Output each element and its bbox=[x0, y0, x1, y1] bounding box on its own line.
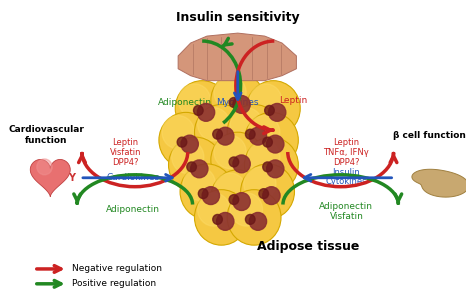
Circle shape bbox=[241, 164, 294, 220]
Circle shape bbox=[249, 127, 266, 145]
Circle shape bbox=[177, 137, 187, 147]
Circle shape bbox=[197, 103, 215, 121]
Circle shape bbox=[229, 157, 239, 167]
Circle shape bbox=[37, 159, 52, 175]
Circle shape bbox=[191, 160, 208, 178]
Text: Adiponectin: Adiponectin bbox=[319, 203, 374, 212]
Circle shape bbox=[230, 193, 263, 226]
Circle shape bbox=[187, 162, 196, 172]
Text: DPP4?: DPP4? bbox=[112, 158, 138, 167]
Circle shape bbox=[217, 127, 234, 145]
Circle shape bbox=[233, 155, 250, 173]
Text: Adipose tissue: Adipose tissue bbox=[257, 240, 359, 253]
Circle shape bbox=[245, 112, 298, 168]
Circle shape bbox=[227, 104, 281, 160]
Circle shape bbox=[245, 137, 298, 193]
Circle shape bbox=[198, 189, 208, 199]
Text: Insulin: Insulin bbox=[333, 168, 360, 177]
Circle shape bbox=[246, 215, 255, 224]
Text: Positive regulation: Positive regulation bbox=[73, 279, 156, 288]
Circle shape bbox=[178, 84, 210, 117]
Text: Insulin sensitivity: Insulin sensitivity bbox=[176, 11, 300, 24]
Circle shape bbox=[162, 115, 194, 149]
Circle shape bbox=[194, 104, 248, 160]
Circle shape bbox=[249, 84, 282, 117]
Text: Cardiovascular
function: Cardiovascular function bbox=[9, 125, 84, 145]
Circle shape bbox=[214, 173, 246, 206]
Text: Cardiokines: Cardiokines bbox=[106, 173, 160, 182]
Text: Negative regulation: Negative regulation bbox=[73, 264, 163, 274]
Text: TNFα, IFNγ: TNFα, IFNγ bbox=[324, 148, 369, 157]
Circle shape bbox=[193, 105, 203, 115]
Text: Leptin: Leptin bbox=[112, 138, 138, 147]
Circle shape bbox=[264, 105, 274, 115]
Circle shape bbox=[175, 81, 229, 136]
Circle shape bbox=[229, 195, 239, 204]
Circle shape bbox=[229, 98, 239, 107]
Circle shape bbox=[227, 190, 281, 245]
Polygon shape bbox=[178, 33, 296, 81]
Polygon shape bbox=[30, 159, 70, 197]
Circle shape bbox=[159, 112, 213, 168]
Text: Y: Y bbox=[68, 173, 75, 183]
Text: DPP4?: DPP4? bbox=[333, 158, 360, 167]
Text: Cytokines: Cytokines bbox=[326, 177, 367, 186]
Text: Visfatin: Visfatin bbox=[109, 148, 141, 157]
Circle shape bbox=[198, 193, 230, 226]
Text: Adiponectin: Adiponectin bbox=[106, 205, 160, 214]
Circle shape bbox=[183, 167, 216, 200]
Circle shape bbox=[211, 73, 264, 128]
Polygon shape bbox=[412, 169, 469, 197]
Circle shape bbox=[214, 135, 246, 169]
Circle shape bbox=[194, 190, 248, 245]
Circle shape bbox=[211, 170, 264, 225]
Circle shape bbox=[198, 108, 230, 141]
Text: Myokines: Myokines bbox=[217, 98, 259, 107]
Circle shape bbox=[266, 160, 284, 178]
Circle shape bbox=[213, 215, 222, 224]
Circle shape bbox=[230, 108, 263, 141]
Text: Adiponectin: Adiponectin bbox=[158, 98, 212, 107]
Circle shape bbox=[181, 135, 198, 153]
Circle shape bbox=[268, 103, 286, 121]
Circle shape bbox=[214, 76, 246, 109]
Circle shape bbox=[263, 137, 273, 147]
Circle shape bbox=[233, 95, 250, 113]
Circle shape bbox=[259, 189, 268, 199]
Text: Visfatin: Visfatin bbox=[329, 212, 364, 221]
Circle shape bbox=[246, 129, 255, 139]
Circle shape bbox=[249, 212, 266, 230]
Circle shape bbox=[202, 187, 219, 204]
Circle shape bbox=[247, 115, 280, 149]
Circle shape bbox=[211, 132, 264, 188]
Circle shape bbox=[263, 162, 273, 172]
Circle shape bbox=[263, 187, 280, 204]
Circle shape bbox=[169, 137, 222, 193]
Circle shape bbox=[180, 164, 234, 220]
Circle shape bbox=[246, 81, 300, 136]
Circle shape bbox=[247, 140, 280, 174]
Circle shape bbox=[213, 129, 222, 139]
Text: Leptin: Leptin bbox=[279, 96, 308, 105]
Circle shape bbox=[266, 135, 284, 153]
Text: Leptin: Leptin bbox=[333, 138, 359, 147]
Circle shape bbox=[244, 167, 276, 200]
Circle shape bbox=[217, 212, 234, 230]
Text: β cell function: β cell function bbox=[392, 131, 465, 140]
Circle shape bbox=[172, 140, 204, 174]
Circle shape bbox=[233, 193, 250, 211]
